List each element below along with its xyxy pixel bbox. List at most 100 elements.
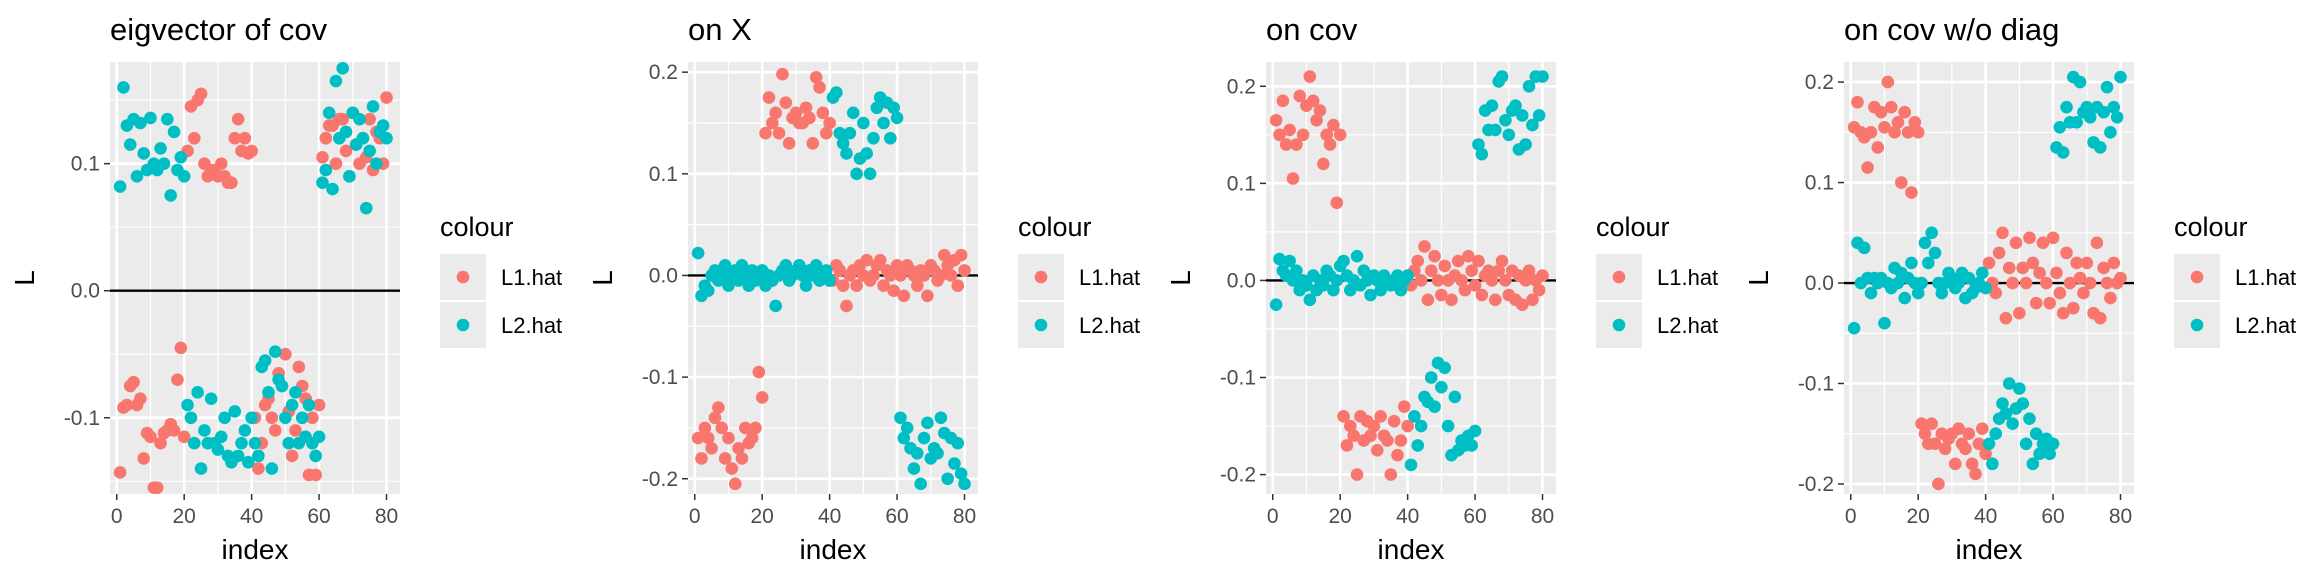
data-point	[1472, 254, 1485, 268]
data-point	[1952, 276, 1965, 290]
data-point	[343, 170, 356, 183]
legend-label: L2.hat	[1079, 313, 1140, 338]
data-point	[1888, 126, 1901, 139]
y-tick-label: 0.1	[1805, 172, 1834, 195]
data-point	[2114, 70, 2127, 84]
data-point	[2100, 80, 2114, 94]
data-point	[772, 126, 786, 140]
data-point	[252, 449, 265, 463]
data-point	[2060, 246, 2073, 260]
data-point	[231, 449, 245, 463]
data-point	[1414, 419, 1428, 433]
data-point	[2104, 291, 2117, 305]
data-point	[1864, 126, 1878, 139]
data-point	[863, 167, 877, 181]
data-point	[1283, 123, 1296, 137]
data-point	[769, 106, 782, 120]
data-point	[1310, 113, 1323, 127]
data-point	[698, 421, 712, 435]
data-point	[749, 421, 762, 435]
data-point	[2070, 256, 2083, 270]
data-point	[1922, 256, 1935, 270]
data-point	[1350, 249, 1364, 263]
data-point	[1451, 254, 1465, 268]
data-point	[850, 279, 863, 292]
series-L2.hat	[1847, 70, 2127, 471]
y-tick-label: -0.1	[642, 366, 678, 389]
x-axis-label: index	[222, 534, 289, 565]
data-point	[1979, 281, 1992, 295]
data-point	[134, 116, 147, 130]
data-point	[181, 398, 194, 412]
data-point	[2080, 256, 2094, 270]
data-point	[316, 150, 329, 164]
data-point	[1276, 94, 1290, 108]
data-point	[1327, 283, 1340, 297]
data-point	[830, 86, 843, 99]
y-tick-label: 0.2	[1805, 71, 1834, 94]
x-tick-label: 60	[2041, 505, 2064, 528]
data-point	[914, 477, 927, 491]
x-tick-label: 80	[1531, 505, 1554, 528]
data-point	[177, 430, 191, 444]
data-point	[1424, 371, 1438, 384]
data-point	[1370, 444, 1384, 457]
data-point	[1526, 118, 1539, 132]
data-point	[769, 299, 782, 313]
data-point	[1431, 274, 1445, 287]
data-point	[819, 126, 833, 140]
data-point	[1918, 236, 1932, 250]
x-tick-label: 80	[953, 505, 976, 528]
chart-panel: 0 20 40 60 80 -0.2 -0.1 0.0 0.1 0.2 on cov index Lco…	[1165, 12, 1718, 565]
y-tick-label: 0.1	[1227, 172, 1256, 195]
data-point	[1317, 157, 1330, 171]
data-point	[2070, 115, 2083, 129]
data-point	[1364, 288, 1377, 302]
data-point	[1519, 274, 1532, 287]
y-tick-label: -0.2	[642, 468, 678, 491]
data-point	[1891, 276, 1905, 290]
data-point	[766, 116, 779, 130]
data-point	[214, 430, 228, 444]
data-point	[306, 411, 319, 425]
data-point	[1273, 128, 1286, 142]
data-point	[894, 411, 907, 425]
data-point	[2073, 75, 2087, 89]
data-point	[1428, 400, 1441, 413]
data-point	[1915, 417, 1928, 430]
data-point	[204, 392, 218, 406]
data-point	[1330, 196, 1344, 210]
data-point	[1448, 390, 1462, 404]
data-point	[691, 246, 705, 260]
data-point	[1536, 70, 1549, 83]
series-L2.hat	[691, 86, 971, 491]
data-point	[782, 137, 796, 150]
legend-label: L1.hat	[1079, 265, 1140, 290]
data-point	[1851, 95, 1864, 109]
data-point	[701, 284, 715, 298]
data-point	[934, 411, 948, 425]
data-point	[1269, 113, 1283, 127]
data-point	[762, 91, 776, 104]
legend-label: L2.hat	[1657, 313, 1718, 338]
data-point	[326, 182, 339, 196]
data-point	[1344, 419, 1357, 433]
data-point	[715, 421, 729, 435]
data-point	[1878, 121, 1891, 134]
data-point	[2097, 261, 2110, 275]
data-point	[1952, 422, 1965, 435]
legend-label: L1.hat	[501, 265, 562, 290]
data-point	[813, 81, 826, 94]
legend: colour L1.hat L2.hat	[1018, 212, 1140, 348]
data-point	[739, 421, 752, 435]
data-point	[228, 131, 242, 145]
data-point	[2053, 286, 2067, 300]
legend-label: L1.hat	[1657, 265, 1718, 290]
data-point	[2033, 266, 2046, 280]
x-tick-label: 80	[375, 505, 398, 528]
data-point	[887, 101, 900, 115]
data-point	[944, 269, 958, 282]
data-point	[1861, 161, 1874, 174]
data-point	[2006, 417, 2019, 430]
data-point	[279, 347, 292, 361]
